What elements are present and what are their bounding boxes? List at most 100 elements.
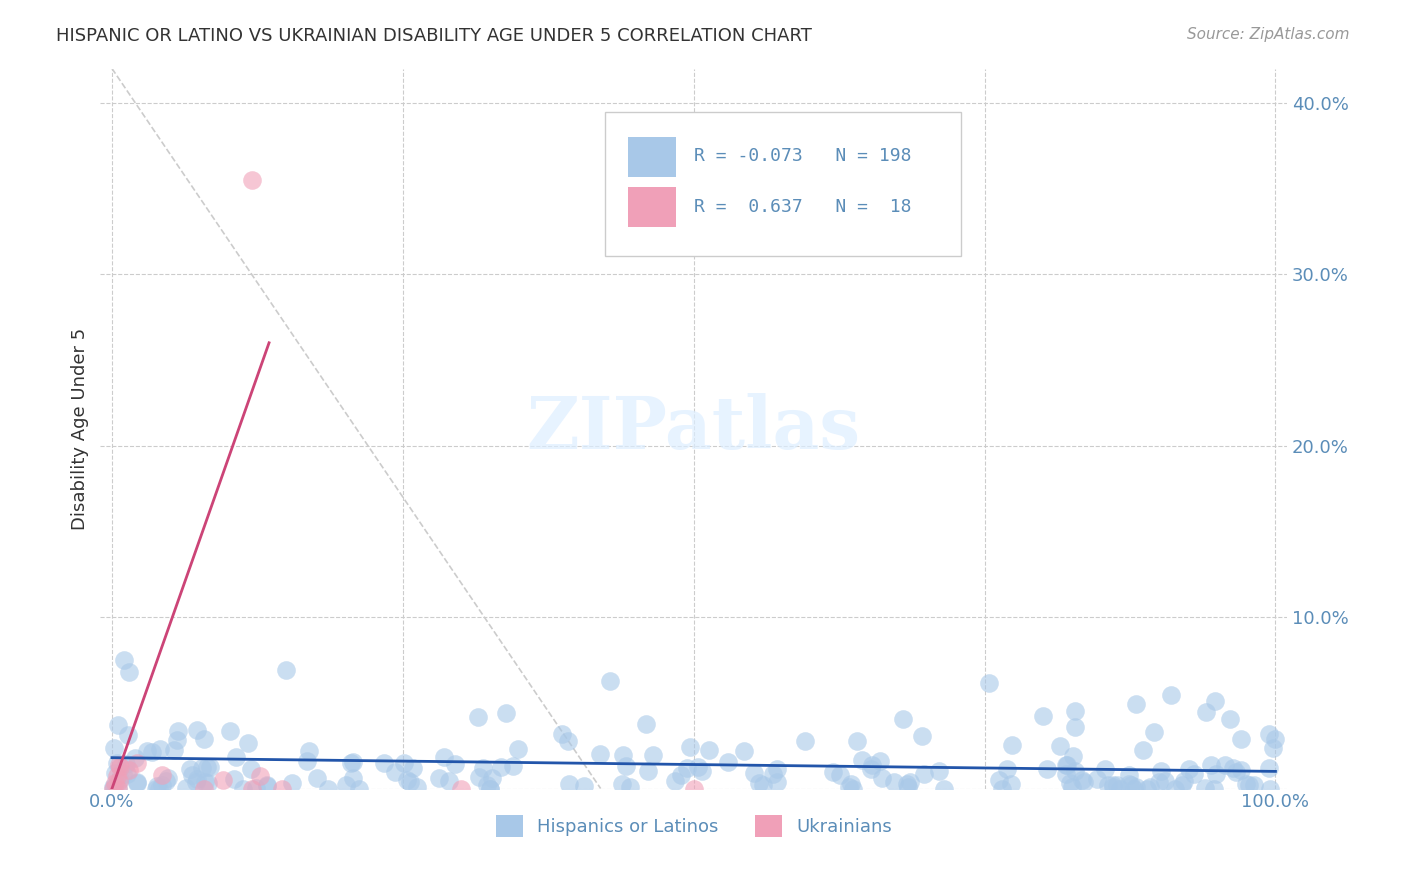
Point (897, 780, 920, 795)
Point (717, 755, 740, 769)
Point (145, 779, 167, 793)
Point (468, 770, 491, 784)
Point (733, 744, 755, 758)
Point (433, 750, 456, 764)
Point (1243, 778, 1265, 792)
Point (103, 776, 125, 790)
Point (979, 675, 1001, 690)
Point (249, 769, 271, 783)
Point (437, 773, 460, 788)
Point (107, 757, 129, 772)
Point (641, 747, 664, 762)
Point (373, 756, 395, 771)
Point (1239, 778, 1261, 792)
Point (150, 778, 173, 792)
Point (347, 781, 370, 796)
Point (1261, 741, 1284, 756)
Point (1139, 780, 1161, 794)
Point (107, 780, 129, 795)
Point (599, 674, 621, 689)
Point (636, 717, 658, 731)
Point (1059, 776, 1081, 790)
Point (190, 761, 212, 775)
Point (198, 760, 221, 774)
Point (1147, 775, 1170, 789)
Point (232, 781, 254, 796)
Bar (628, 187, 676, 227)
Point (124, 751, 146, 765)
Point (157, 772, 180, 786)
Point (612, 747, 634, 762)
Point (1194, 780, 1216, 795)
Point (101, 781, 124, 796)
Point (1222, 761, 1244, 775)
Point (114, 756, 136, 771)
Point (186, 723, 208, 737)
Point (1257, 727, 1279, 741)
Point (891, 712, 914, 726)
Point (846, 734, 869, 748)
Point (256, 778, 278, 792)
Point (862, 757, 884, 772)
Point (1000, 738, 1022, 752)
Point (105, 756, 128, 770)
Point (136, 744, 159, 758)
Point (1229, 732, 1251, 747)
Point (1123, 781, 1146, 796)
Point (211, 772, 233, 787)
Point (117, 727, 139, 741)
Point (610, 777, 633, 791)
Point (467, 710, 489, 724)
Point (111, 767, 134, 781)
Point (766, 762, 789, 776)
Point (141, 745, 163, 759)
Point (870, 772, 893, 786)
Point (340, 756, 363, 770)
Point (392, 756, 415, 771)
Point (1154, 773, 1177, 788)
Point (1136, 781, 1159, 796)
Point (1143, 725, 1166, 739)
Point (686, 759, 709, 773)
Text: Source: ZipAtlas.com: Source: ZipAtlas.com (1187, 27, 1350, 42)
Point (1097, 778, 1119, 792)
Point (163, 743, 186, 757)
Point (297, 754, 319, 768)
Point (690, 764, 713, 778)
Point (1054, 767, 1077, 781)
Point (1150, 764, 1173, 778)
Text: R = -0.073   N = 198: R = -0.073 N = 198 (693, 147, 911, 165)
Point (110, 760, 132, 774)
Point (934, 781, 956, 796)
Point (396, 772, 419, 787)
Point (239, 762, 262, 776)
Point (1071, 773, 1094, 788)
Point (676, 761, 699, 775)
Point (557, 733, 579, 747)
Point (225, 750, 247, 764)
Point (1182, 766, 1205, 780)
Point (1056, 758, 1078, 772)
Point (298, 744, 321, 758)
Point (1094, 762, 1116, 776)
Point (115, 766, 138, 780)
Point (1125, 697, 1147, 711)
Point (1204, 693, 1226, 707)
Point (1173, 774, 1195, 789)
Point (186, 772, 208, 786)
Point (1118, 768, 1140, 782)
Point (150, 768, 173, 782)
Point (898, 775, 921, 789)
Point (1049, 739, 1071, 753)
Point (166, 732, 188, 747)
Point (316, 781, 339, 796)
Point (274, 663, 297, 677)
Point (342, 755, 364, 769)
Point (1234, 777, 1257, 791)
Point (1109, 781, 1132, 796)
Point (911, 729, 934, 743)
Point (1164, 781, 1187, 796)
Point (1171, 779, 1194, 793)
Point (928, 764, 950, 779)
Point (110, 772, 132, 786)
